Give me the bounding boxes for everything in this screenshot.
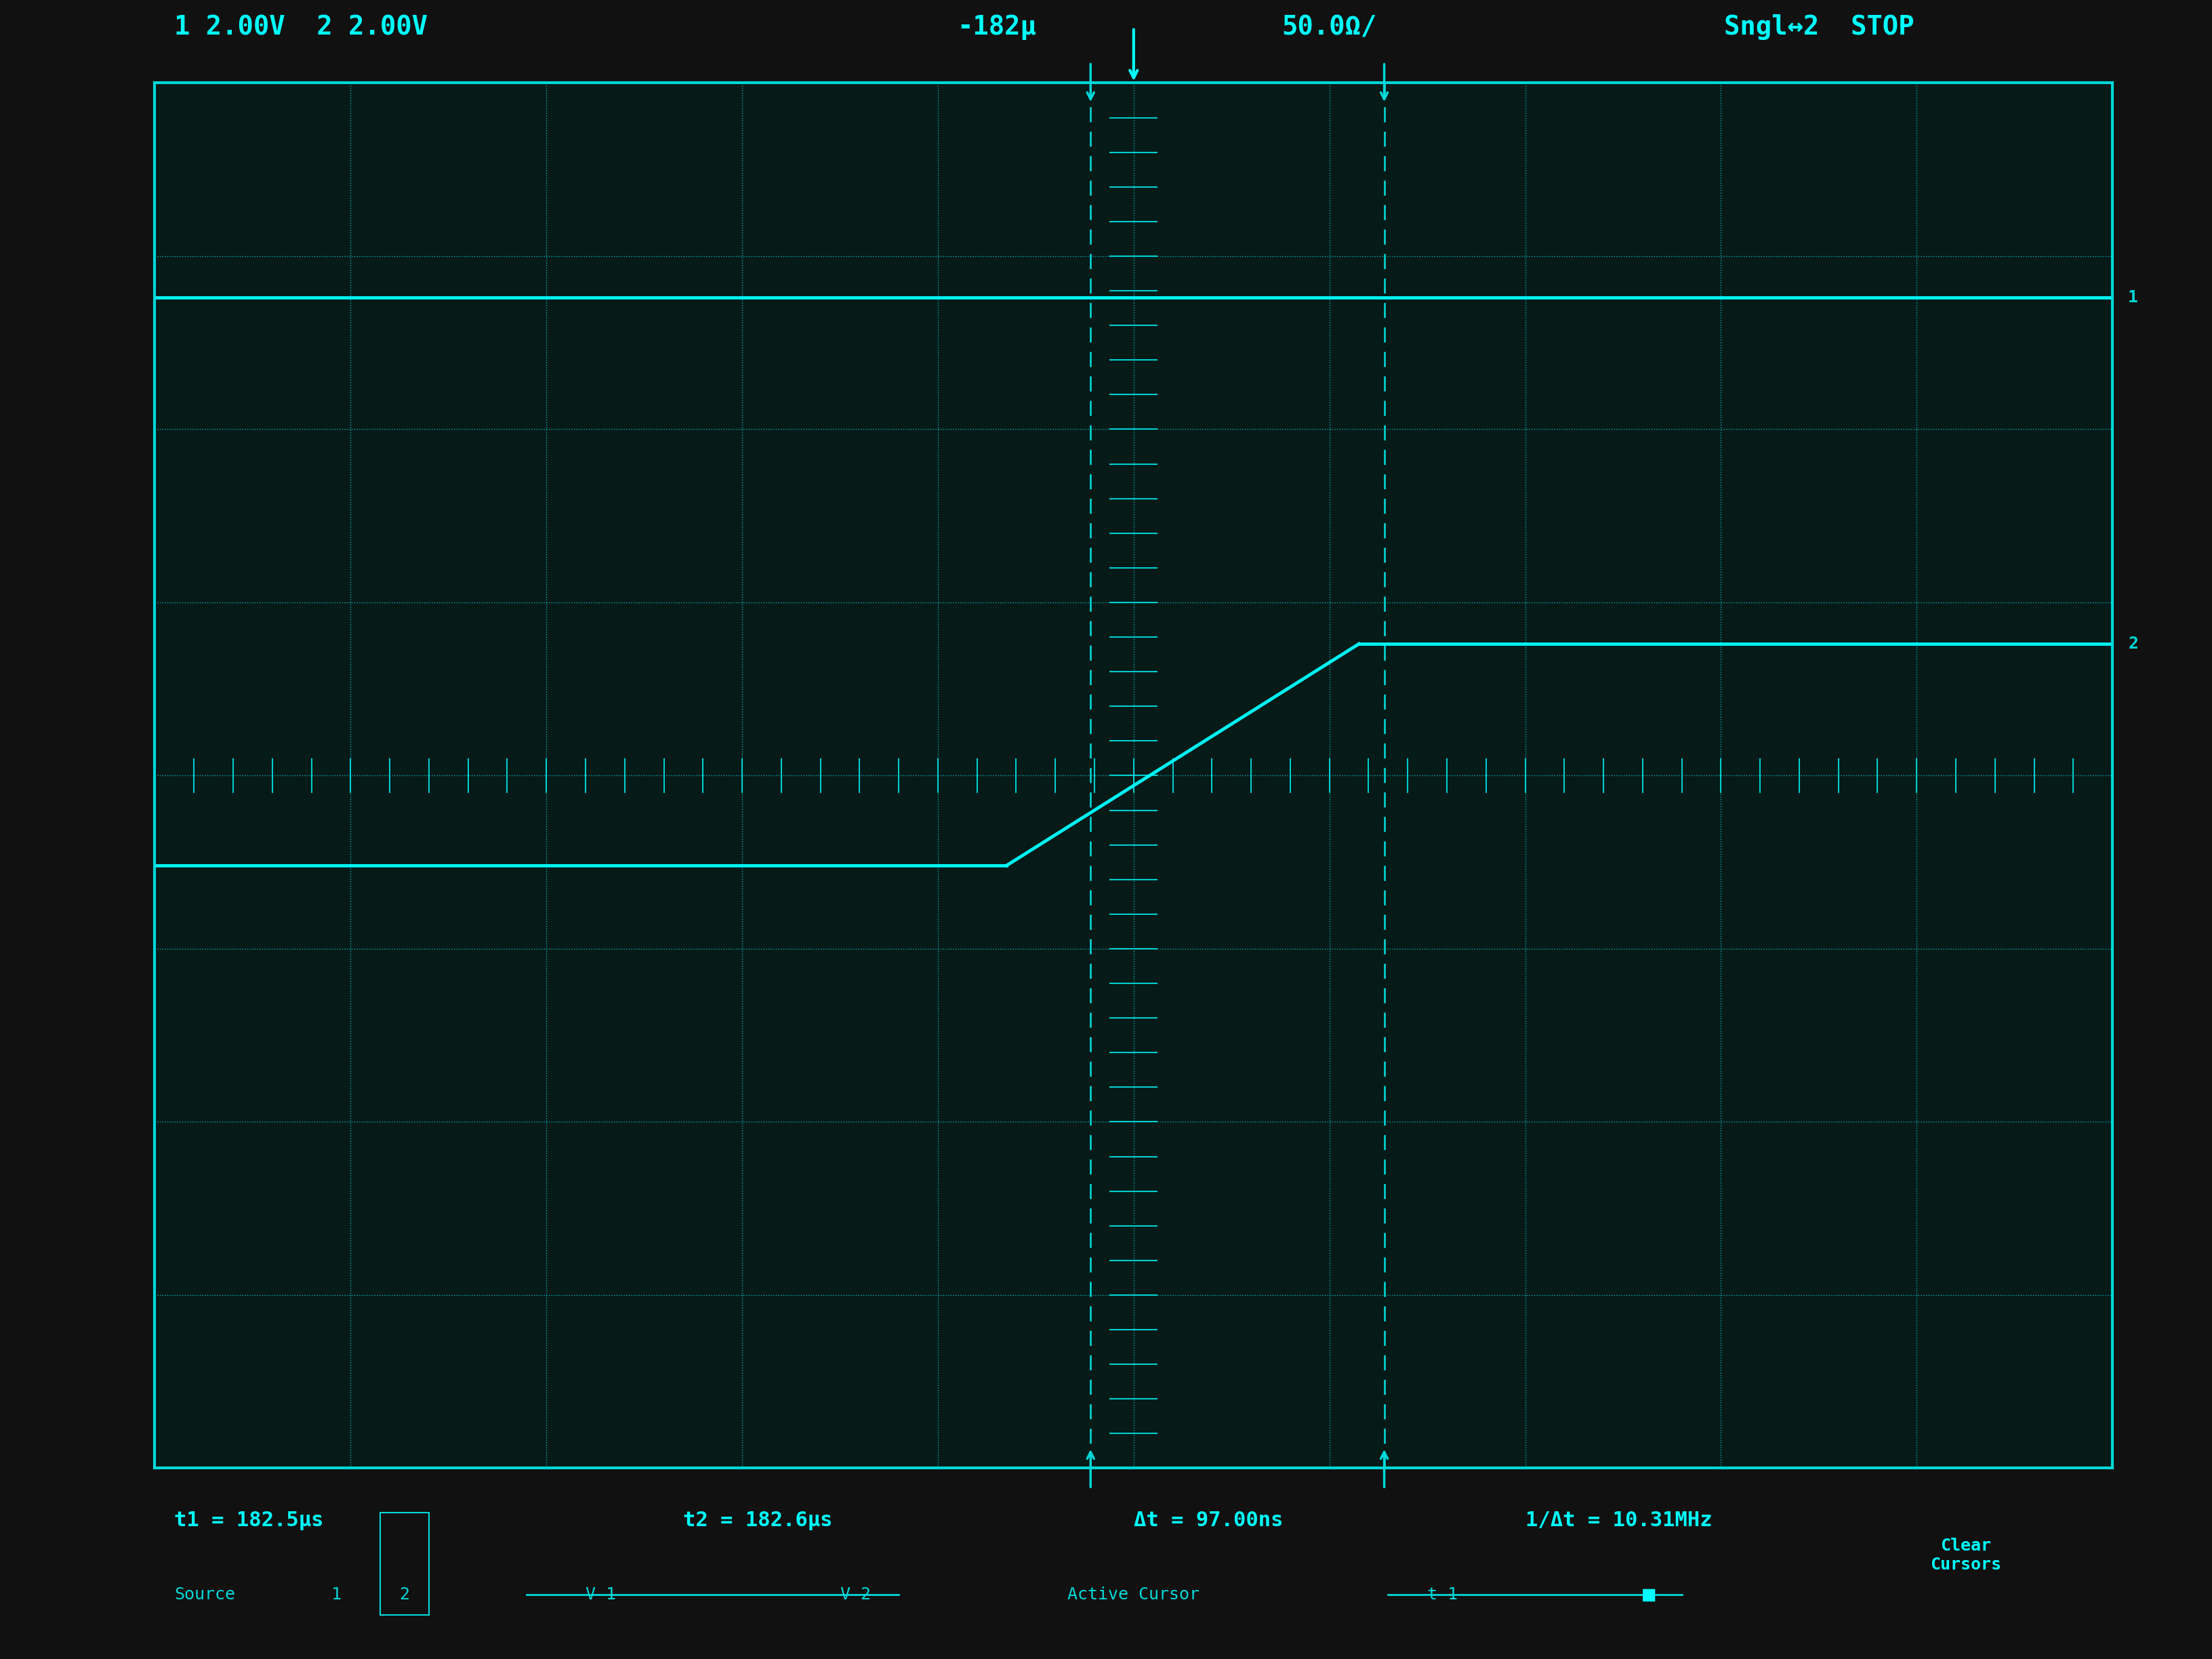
Text: 50.0Ω/: 50.0Ω/ [1283, 15, 1376, 40]
Bar [380, 1513, 429, 1616]
Text: t 1: t 1 [1427, 1586, 1458, 1603]
Text: Active Cursor: Active Cursor [1068, 1586, 1199, 1603]
Text: V 1: V 1 [586, 1586, 615, 1603]
Text: 2: 2 [2128, 635, 2139, 652]
Text: 2: 2 [400, 1586, 409, 1603]
Text: Clear
Cursors: Clear Cursors [1931, 1538, 2002, 1573]
Text: Δt = 97.00ns: Δt = 97.00ns [1135, 1511, 1283, 1531]
Text: Source: Source [175, 1586, 234, 1603]
Text: 1/Δt = 10.31MHz: 1/Δt = 10.31MHz [1526, 1511, 1712, 1531]
Text: 1: 1 [2128, 290, 2139, 305]
Text: -182μ: -182μ [958, 15, 1035, 40]
Text: 1 2.00V  2 2.00V: 1 2.00V 2 2.00V [175, 15, 427, 40]
Text: V 2: V 2 [841, 1586, 872, 1603]
Text: 1: 1 [332, 1586, 341, 1603]
Text: t1 = 182.5μs: t1 = 182.5μs [175, 1511, 323, 1531]
Text: Sngl↔2  STOP: Sngl↔2 STOP [1723, 15, 1913, 40]
Text: t2 = 182.6μs: t2 = 182.6μs [684, 1511, 834, 1531]
Text: ■: ■ [1644, 1584, 1655, 1604]
